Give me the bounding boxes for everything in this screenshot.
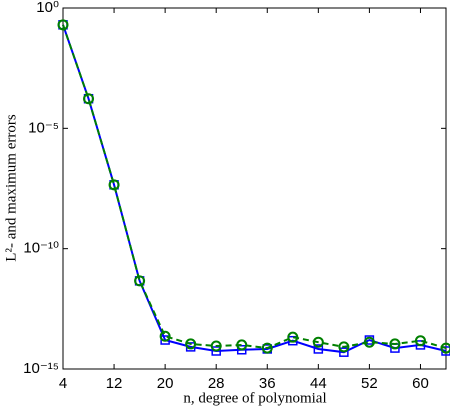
x-tick-label: 44 bbox=[310, 375, 327, 392]
point bbox=[160, 335, 170, 345]
point bbox=[414, 335, 426, 347]
point bbox=[57, 19, 69, 31]
x-tick-label: 28 bbox=[208, 375, 225, 392]
y-tick-label: 10⁻¹⁰ bbox=[23, 240, 59, 257]
point bbox=[339, 347, 349, 357]
x-tick-label: 52 bbox=[361, 375, 378, 392]
point bbox=[108, 179, 120, 191]
point bbox=[159, 330, 171, 342]
point bbox=[210, 340, 222, 352]
point bbox=[312, 336, 324, 348]
point bbox=[313, 344, 324, 354]
point bbox=[363, 336, 375, 348]
point bbox=[415, 340, 426, 350]
x-tick-label: 4 bbox=[59, 375, 67, 392]
y-axis-label: L²- and maximum errors bbox=[3, 114, 19, 262]
y-tick-label: 10⁻¹⁵ bbox=[23, 360, 59, 377]
series-line bbox=[62, 24, 447, 350]
x-axis-label: n, degree of polynomial bbox=[183, 390, 326, 406]
x-tick-label: 60 bbox=[412, 375, 429, 392]
x-tick-label: 20 bbox=[157, 375, 174, 392]
point bbox=[287, 331, 299, 343]
point bbox=[134, 275, 146, 287]
series-line bbox=[62, 24, 447, 354]
point bbox=[261, 342, 273, 354]
point bbox=[236, 345, 247, 355]
y-tick-label: 10⁻⁵ bbox=[28, 119, 59, 136]
point bbox=[83, 93, 95, 105]
x-tick-label: 12 bbox=[106, 375, 123, 392]
y-tick-label: 10⁰ bbox=[36, 0, 59, 16]
x-tick-label: 36 bbox=[259, 375, 276, 392]
plot-frame bbox=[62, 7, 447, 370]
point bbox=[185, 338, 197, 350]
point bbox=[389, 338, 401, 350]
point bbox=[236, 339, 248, 351]
point bbox=[338, 341, 350, 353]
point bbox=[440, 342, 450, 354]
